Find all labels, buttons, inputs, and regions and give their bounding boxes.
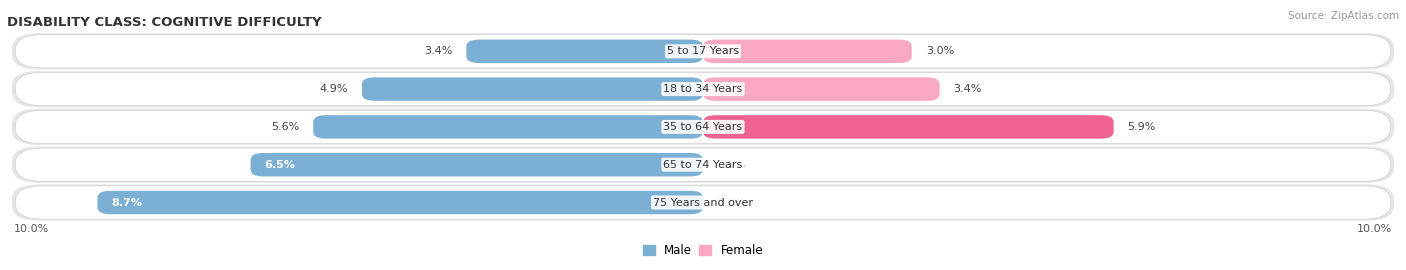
FancyBboxPatch shape: [15, 110, 1391, 144]
FancyBboxPatch shape: [703, 115, 1114, 139]
FancyBboxPatch shape: [11, 147, 1395, 183]
FancyBboxPatch shape: [11, 109, 1395, 145]
Text: 65 to 74 Years: 65 to 74 Years: [664, 160, 742, 170]
Text: 3.4%: 3.4%: [953, 84, 981, 94]
Text: 10.0%: 10.0%: [14, 224, 49, 234]
Text: 35 to 64 Years: 35 to 64 Years: [664, 122, 742, 132]
FancyBboxPatch shape: [250, 153, 703, 176]
Text: 3.4%: 3.4%: [425, 46, 453, 56]
Text: 3.0%: 3.0%: [925, 46, 953, 56]
Text: 10.0%: 10.0%: [1357, 224, 1392, 234]
Text: 75 Years and over: 75 Years and over: [652, 197, 754, 208]
Text: 8.7%: 8.7%: [111, 197, 142, 208]
FancyBboxPatch shape: [314, 115, 703, 139]
FancyBboxPatch shape: [703, 40, 912, 63]
FancyBboxPatch shape: [15, 72, 1391, 106]
FancyBboxPatch shape: [703, 77, 939, 101]
Text: 6.5%: 6.5%: [264, 160, 295, 170]
FancyBboxPatch shape: [11, 184, 1395, 221]
Text: 0.0%: 0.0%: [717, 197, 745, 208]
Text: 4.9%: 4.9%: [319, 84, 349, 94]
Text: 5 to 17 Years: 5 to 17 Years: [666, 46, 740, 56]
Text: DISABILITY CLASS: COGNITIVE DIFFICULTY: DISABILITY CLASS: COGNITIVE DIFFICULTY: [7, 16, 322, 29]
FancyBboxPatch shape: [11, 71, 1395, 107]
FancyBboxPatch shape: [15, 186, 1391, 219]
Text: 0.0%: 0.0%: [717, 160, 745, 170]
FancyBboxPatch shape: [11, 33, 1395, 69]
FancyBboxPatch shape: [467, 40, 703, 63]
Text: 5.6%: 5.6%: [271, 122, 299, 132]
Text: 18 to 34 Years: 18 to 34 Years: [664, 84, 742, 94]
FancyBboxPatch shape: [97, 191, 703, 214]
FancyBboxPatch shape: [15, 148, 1391, 181]
Text: 5.9%: 5.9%: [1128, 122, 1156, 132]
FancyBboxPatch shape: [15, 35, 1391, 68]
Legend: Male, Female: Male, Female: [643, 244, 763, 257]
Text: Source: ZipAtlas.com: Source: ZipAtlas.com: [1288, 11, 1399, 21]
FancyBboxPatch shape: [361, 77, 703, 101]
